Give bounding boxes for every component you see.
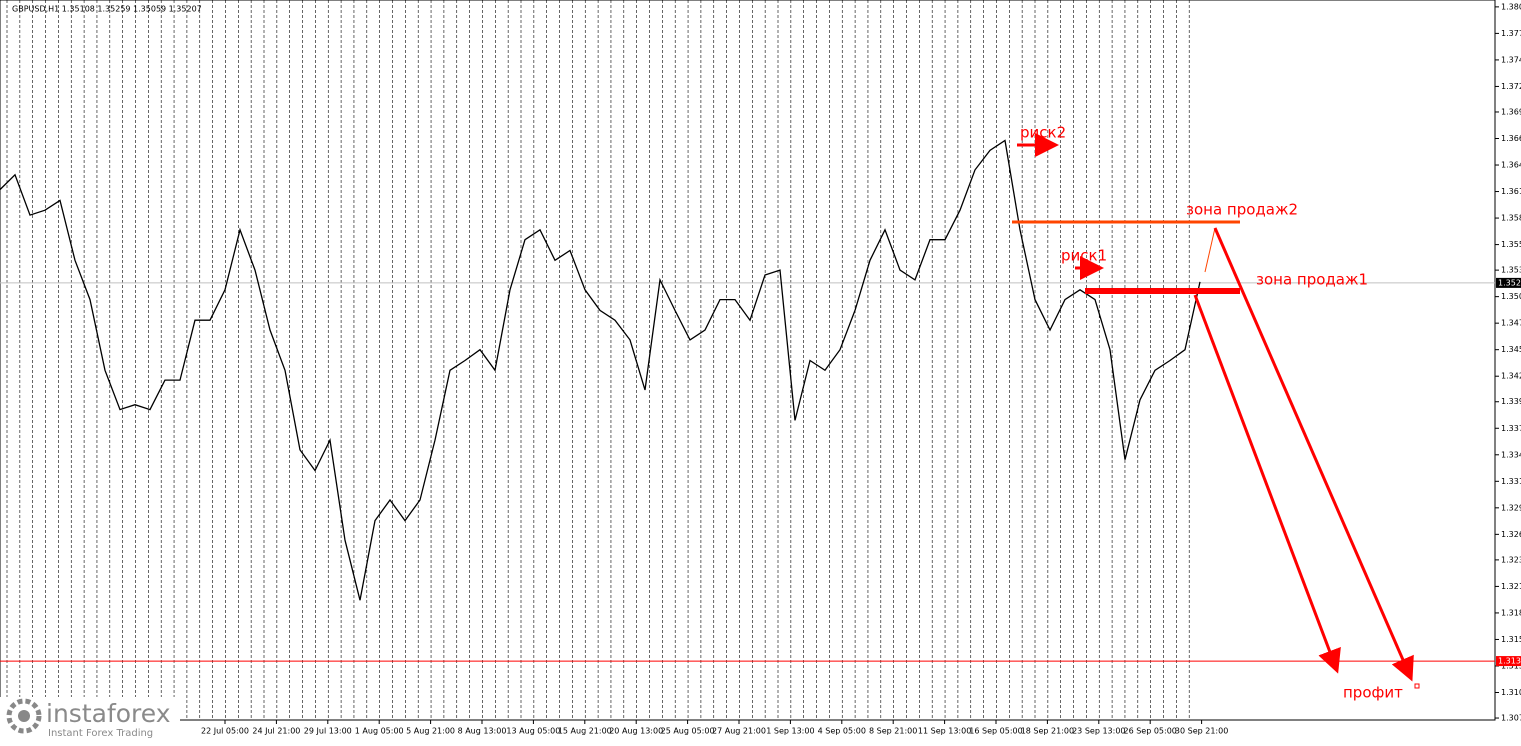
x-tick-label: 29 Jul 13:00	[304, 727, 352, 736]
price-label: 1.3520	[1498, 278, 1521, 287]
x-tick-label: 26 Sep 05:00	[1123, 727, 1176, 736]
target-arrow-2	[1213, 227, 1414, 682]
vertical-grid	[6, 0, 1190, 720]
x-tick-label: 20 Aug 13:00	[609, 727, 663, 736]
x-tick-label: 13 Aug 05:00	[506, 727, 560, 736]
x-tick-label: 27 Aug 21:00	[712, 727, 766, 736]
annotation: профит	[1343, 684, 1403, 702]
y-tick-label: 1.3291	[1501, 503, 1521, 512]
y-tick-label: 1.3720	[1501, 82, 1521, 91]
x-tick-label: 16 Sep 05:00	[969, 727, 1022, 736]
logo-icon	[18, 710, 30, 722]
y-tick-label: 1.3533	[1501, 266, 1521, 275]
y-tick-label: 1.3103	[1501, 688, 1521, 697]
chart-title: GBPUSD,H1 1.35108 1.35259 1.35059 1.3520…	[12, 5, 202, 14]
logo: instaforex Instant Forex Trading	[0, 697, 180, 742]
y-tick-label: 1.3077	[1501, 714, 1521, 723]
y-tick-label: 1.3211	[1501, 582, 1521, 591]
y-tick-label: 1.3774	[1501, 29, 1521, 38]
annotation: риск2	[1020, 124, 1066, 142]
logo-bg	[0, 697, 180, 742]
y-tick-label: 1.3506	[1501, 292, 1521, 301]
y-tick-label: 1.3613	[1501, 187, 1521, 196]
y-tick-label: 1.3264	[1501, 530, 1521, 539]
plot-frame	[0, 0, 1496, 721]
y-tick-label: 1.3238	[1501, 555, 1521, 564]
price-label-bg	[1496, 656, 1521, 667]
x-tick-label: 25 Aug 05:00	[661, 727, 715, 736]
y-tick-label: 1.3586	[1501, 214, 1521, 223]
annotation: зона продаж2	[1186, 201, 1298, 219]
y-tick-label: 1.3640	[1501, 161, 1521, 170]
logo-icon	[6, 698, 42, 734]
x-tick-label: 4 Sep 05:00	[818, 727, 866, 736]
x-tick-label: 11 Sep 13:00	[918, 727, 971, 736]
y-tick-label: 1.3559	[1501, 240, 1521, 249]
x-tick-label: 8 Sep 21:00	[869, 727, 917, 736]
y-tick-label: 1.3318	[1501, 477, 1521, 486]
annotation: зона продаж1	[1256, 271, 1368, 289]
logo-tagline: Instant Forex Trading	[48, 728, 153, 739]
anchor	[1414, 683, 1420, 689]
price-label: 1.3135	[1498, 657, 1521, 666]
x-tick-label: 24 Jul 21:00	[252, 727, 300, 736]
y-tick-label: 1.3747	[1501, 55, 1521, 64]
x-tick-label: 23 Sep 13:00	[1072, 727, 1125, 736]
price-line	[0, 139, 1201, 601]
annotation: риск1	[1061, 247, 1107, 265]
y-tick-label: 1.3157	[1501, 635, 1521, 644]
y-tick-label: 1.3667	[1501, 134, 1521, 143]
y-tick-label: 1.3425	[1501, 372, 1521, 381]
x-tick-label: 22 Jul 05:00	[201, 727, 249, 736]
y-tick-label: 1.3345	[1501, 450, 1521, 459]
trade-drawings: риск2 зона продаж2 риск1 зона продаж1 пр…	[1012, 124, 1420, 702]
y-tick-label: 1.3452	[1501, 345, 1521, 354]
x-tick-label: 30 Sep 21:00	[1175, 727, 1228, 736]
y-tick-label: 1.3399	[1501, 397, 1521, 406]
x-tick-label: 1 Aug 05:00	[355, 727, 404, 736]
x-tick-label: 15 Aug 21:00	[558, 727, 612, 736]
y-tick-label: 1.3479	[1501, 319, 1521, 328]
connector	[1204, 227, 1216, 273]
y-tick-label: 1.3372	[1501, 424, 1521, 433]
x-tick-label: 8 Aug 13:00	[458, 727, 507, 736]
x-tick-label: 1 Sep 13:00	[766, 727, 814, 736]
y-tick-label: 1.3694	[1501, 107, 1521, 116]
y-tick-label: 1.3184	[1501, 608, 1521, 617]
x-tick-label: 5 Aug 21:00	[406, 727, 455, 736]
price-label-bg	[1496, 277, 1521, 288]
logo-text: instaforex	[46, 699, 171, 728]
y-tick-label: 1.3801	[1501, 2, 1521, 11]
target-arrow-1	[1193, 294, 1341, 674]
x-tick-label: 18 Sep 21:00	[1021, 727, 1074, 736]
